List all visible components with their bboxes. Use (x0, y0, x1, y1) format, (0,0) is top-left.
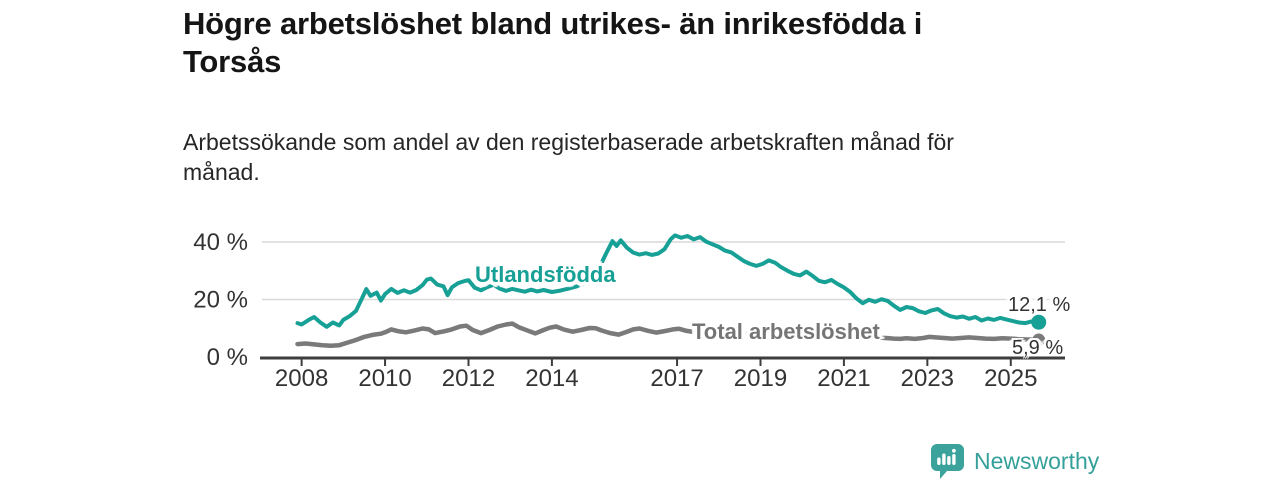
newsworthy-branding: Newsworthy (931, 444, 1099, 479)
series-line-total (295, 321, 1041, 349)
series-end-dot-utlandsfodda (1031, 314, 1047, 330)
newsworthy-logo-text: Newsworthy (974, 448, 1100, 474)
subtitle-line-1: Arbetssökande som andel av den registerb… (183, 129, 954, 155)
x-tick-label-2012: 2012 (442, 365, 495, 392)
end-value-label-utlandsfodda: 12,1 % (1008, 294, 1071, 316)
title-line-2: Torsås (183, 44, 282, 79)
x-tick-label-2019: 2019 (734, 365, 787, 392)
series-end-dot-total (1032, 333, 1046, 347)
series-line-utlandsfodda (295, 233, 1041, 329)
newsworthy-logo-icon (931, 444, 964, 479)
y-tick-label-20: 20 % (193, 287, 248, 314)
x-tick-label-2014: 2014 (525, 365, 578, 392)
series-label-total-arbetsloshet: Total arbetslöshet (692, 319, 880, 344)
x-tick-label-2017: 2017 (650, 365, 703, 392)
chart-subtitle: Arbetssökande som andel av den registerb… (183, 127, 1063, 187)
title-line-1: Högre arbetslöshet bland utrikes- än inr… (183, 6, 923, 41)
x-tick-label-2025: 2025 (984, 365, 1037, 392)
end-value-label-total: 5,9 % (1012, 337, 1064, 359)
x-tick-label-2008: 2008 (275, 365, 328, 392)
y-tick-label-0: 0 % (207, 344, 248, 371)
x-tick-label-2021: 2021 (817, 365, 870, 392)
x-tick-label-2010: 2010 (358, 365, 411, 392)
series-label-utlandsfodda: Utlandsfödda (475, 262, 616, 287)
x-tick-label-2023: 2023 (901, 365, 954, 392)
page-title: Högre arbetslöshet bland utrikes- än inr… (183, 5, 1083, 81)
y-tick-label-40: 40 % (193, 229, 248, 256)
subtitle-line-2: månad. (183, 159, 260, 185)
